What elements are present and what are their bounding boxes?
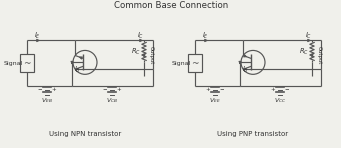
Text: Using PNP transistor: Using PNP transistor	[218, 131, 288, 137]
Text: Signal: Signal	[172, 61, 191, 66]
Text: Using NPN transistor: Using NPN transistor	[49, 131, 121, 137]
Text: ~: ~	[191, 59, 199, 68]
Text: $I_E$: $I_E$	[33, 30, 41, 41]
Text: $I_C$: $I_C$	[137, 30, 145, 41]
Bar	[188, 54, 202, 72]
Text: $-$: $-$	[219, 87, 225, 92]
Text: Common Base Connection: Common Base Connection	[114, 1, 228, 10]
Text: $+$: $+$	[51, 85, 57, 93]
Text: Signal: Signal	[3, 61, 23, 66]
Text: $-$: $-$	[37, 87, 43, 92]
Text: $-$: $-$	[284, 87, 290, 92]
Text: $R_C$: $R_C$	[299, 46, 309, 57]
Text: $I_E$: $I_E$	[202, 30, 208, 41]
Text: Output: Output	[148, 46, 153, 65]
Text: $-$: $-$	[102, 87, 108, 92]
Text: $V_{EE}$: $V_{EE}$	[209, 96, 221, 105]
Text: $I_B$: $I_B$	[74, 65, 80, 75]
Text: Output: Output	[316, 46, 322, 65]
Text: $V_{EB}$: $V_{EB}$	[41, 96, 53, 105]
Text: $V_{CC}$: $V_{CC}$	[274, 96, 286, 105]
Text: $I_B$: $I_B$	[241, 65, 249, 75]
Text: $R_C$: $R_C$	[131, 46, 141, 57]
Text: $+$: $+$	[270, 85, 276, 93]
Text: $I_C$: $I_C$	[306, 30, 313, 41]
Text: $+$: $+$	[205, 85, 211, 93]
Text: ~: ~	[23, 59, 31, 68]
Text: $+$: $+$	[116, 85, 122, 93]
Bar	[20, 54, 34, 72]
Text: $V_{CB}$: $V_{CB}$	[106, 96, 118, 105]
